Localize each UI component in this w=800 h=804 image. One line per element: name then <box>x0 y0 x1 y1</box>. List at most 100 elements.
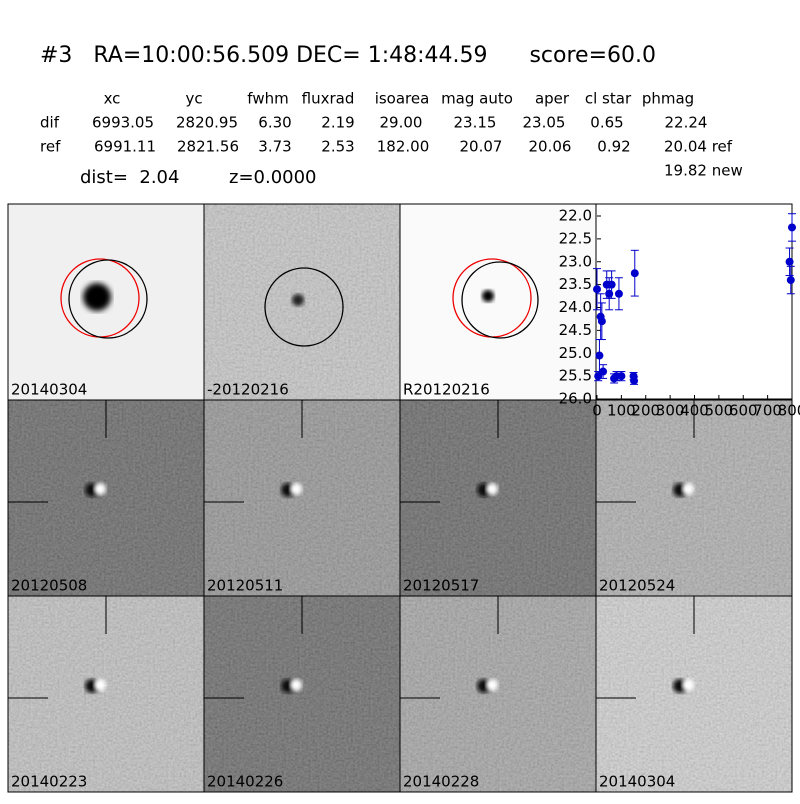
column-header: phmag <box>642 90 694 108</box>
table-cell: 20.04 ref <box>664 138 733 156</box>
x-tick-label: 600 <box>729 402 758 420</box>
point <box>786 276 795 285</box>
y-tick-label: 24.0 <box>559 298 592 316</box>
dipole-bright <box>486 679 498 691</box>
table-cell: 2.19 <box>321 114 354 132</box>
stamp-label: 20140304 <box>599 773 675 791</box>
column-header: fluxrad <box>302 90 355 108</box>
x-tick-label: 0 <box>592 402 602 420</box>
point <box>597 317 606 326</box>
x-tick-label: 200 <box>631 402 660 420</box>
stamp: -20120216 <box>203 203 401 401</box>
table-cell: 20.07 <box>460 138 503 156</box>
x-tick-label: 300 <box>656 402 685 420</box>
source-blob <box>292 294 304 306</box>
point <box>788 223 796 232</box>
y-tick-label: 22.5 <box>559 229 592 247</box>
data-table: xc yc fwhm fluxrad isoarea mag auto aper cl sta… <box>40 90 733 156</box>
stamp-label: 20120508 <box>11 577 87 595</box>
column-header: aper <box>535 90 570 108</box>
dipole-bright <box>94 679 106 691</box>
x-tick-label: 100 <box>607 402 636 420</box>
dipole-bright <box>290 483 302 495</box>
table-cell: 6.30 <box>258 114 291 132</box>
stamp-label: 20140226 <box>207 773 283 791</box>
stamp: 20140304 <box>595 595 793 793</box>
aperture <box>68 259 148 339</box>
dist: dist= 2.04 <box>80 167 179 188</box>
stamp-frame <box>595 595 793 793</box>
aperture <box>264 267 344 347</box>
table-cell: 20.06 <box>529 138 572 156</box>
table-cell: 2820.95 <box>176 114 238 132</box>
column-header: cl star <box>585 90 632 108</box>
dipole-bright <box>290 679 302 691</box>
dipole-bright <box>486 483 498 495</box>
point <box>614 289 623 298</box>
stamps: 20140304 -20120216 R20120216 20120508 201205… <box>7 203 793 793</box>
aperture <box>461 261 539 339</box>
header-title: #3 RA=10:00:56.509 DEC= 1:48:44.59 score… <box>40 43 656 68</box>
source-blob <box>482 290 494 302</box>
table-cell: 23.15 <box>454 114 497 132</box>
stamp-label: 20120511 <box>207 577 283 595</box>
stamp-label: -20120216 <box>207 381 289 399</box>
source-blob <box>83 283 111 311</box>
phmag-new: 19.82 new <box>664 162 743 180</box>
point <box>630 376 639 385</box>
x-tick-label: 400 <box>680 402 709 420</box>
point <box>630 269 639 278</box>
point <box>595 351 604 360</box>
plot-area <box>595 203 793 400</box>
table-cell: 29.00 <box>380 114 423 132</box>
column-header: yc <box>185 90 202 108</box>
x-tick-label: 500 <box>705 402 734 420</box>
column-header: mag auto <box>441 90 513 108</box>
dipole-bright <box>94 483 106 495</box>
stamp: 20140223 <box>7 595 205 793</box>
y-tick-label: 24.5 <box>559 321 592 339</box>
stamp: 20120524 <box>595 399 793 597</box>
stamp: 20140228 <box>399 595 597 793</box>
column-header: fwhm <box>247 90 288 108</box>
stamp-label: 20140223 <box>11 773 87 791</box>
dipole-bright <box>682 679 694 691</box>
stamp-label: 20120517 <box>403 577 479 595</box>
table-cell: 0.92 <box>597 138 630 156</box>
stamp: 20140226 <box>203 595 401 793</box>
table-cell: 0.65 <box>590 114 623 132</box>
stamp: 20140304 <box>7 203 205 401</box>
point <box>593 285 601 294</box>
stamp: R20120216 <box>399 203 597 401</box>
stamp-label: 20120524 <box>599 577 675 595</box>
point <box>617 372 626 381</box>
table-cell: 6993.05 <box>92 114 154 132</box>
row-label: dif <box>40 114 60 132</box>
light-curve: 22.0 22.5 23.0 23.5 24.0 24.5 25.0 25.5 26.00 100… <box>559 203 800 420</box>
y-tick-label: 23.5 <box>559 275 592 293</box>
stamp-label: 20140304 <box>11 381 87 399</box>
redshift: z=0.0000 <box>229 167 317 188</box>
y-tick-label: 26.0 <box>559 390 592 408</box>
table-cell: 22.24 <box>665 114 708 132</box>
row-label: ref <box>40 138 61 156</box>
column-header: xc <box>104 90 121 108</box>
stamp: 20120511 <box>203 399 401 597</box>
point <box>607 280 616 289</box>
y-tick-label: 25.5 <box>559 367 592 385</box>
stamp: 20120508 <box>7 399 205 597</box>
column-header: isoarea <box>375 90 430 108</box>
table-cell: 2821.56 <box>177 138 239 156</box>
table-cell: 23.05 <box>523 114 566 132</box>
x-tick-label: 700 <box>753 402 782 420</box>
stamp-label: R20120216 <box>403 381 490 399</box>
y-tick-label: 23.0 <box>559 252 592 270</box>
table-cell: 2.53 <box>321 138 354 156</box>
y-tick-label: 22.0 <box>559 207 592 225</box>
dipole-bright <box>682 483 694 495</box>
stamp-image <box>400 204 596 400</box>
table-cell: 6991.11 <box>94 138 156 156</box>
y-tick-label: 25.0 <box>559 344 592 362</box>
point <box>599 367 608 376</box>
